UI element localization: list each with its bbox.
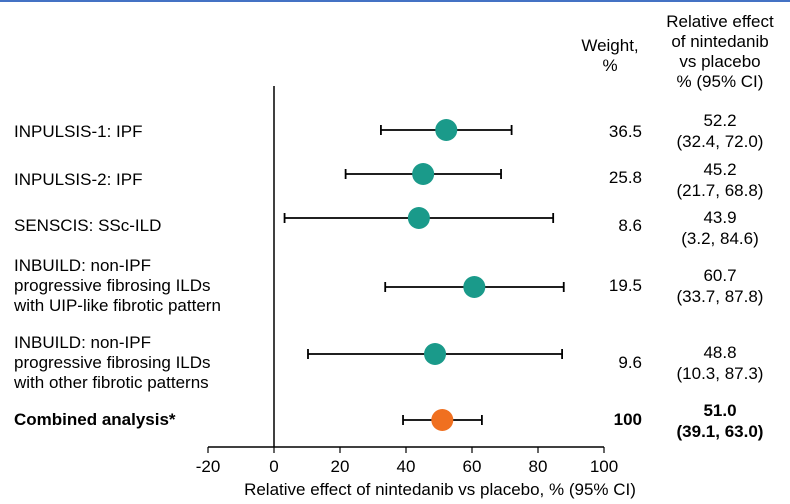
effect-combined: 51.0 (39.1, 63.0) — [676, 401, 764, 441]
x-tick-label: 20 — [331, 457, 350, 476]
effect-inpulsis-2: 45.2 (21.7, 68.8) — [676, 160, 764, 200]
combined-estimate-marker — [431, 409, 454, 431]
study-estimate-marker — [435, 119, 458, 141]
weight-column-header: Weight, % — [581, 36, 639, 75]
x-tick-label: 100 — [590, 457, 618, 476]
x-tick-label: 40 — [397, 457, 416, 476]
x-tick-label: 60 — [463, 457, 482, 476]
x-tick-label: 80 — [529, 457, 548, 476]
study-estimate-marker — [412, 163, 435, 185]
weight-inpulsis-2: 25.8 — [608, 168, 642, 187]
study-label-inbuild-uip: INBUILD: non-IPF progressive fibrosing I… — [14, 256, 221, 315]
weight-inbuild-uip: 19.5 — [608, 276, 642, 295]
top-accent-rule — [0, 0, 790, 2]
x-tick-label: -20 — [196, 457, 221, 476]
x-tick-label: 0 — [269, 457, 278, 476]
weight-senscis: 8.6 — [618, 216, 642, 235]
effect-inbuild-uip: 60.7 (33.7, 87.8) — [676, 266, 764, 306]
weight-inbuild-other: 9.6 — [618, 353, 642, 372]
study-label-inpulsis-1: INPULSIS-1: IPF — [14, 122, 143, 141]
x-axis-label: Relative effect of nintedanib vs placebo… — [244, 480, 636, 499]
study-label-inpulsis-2: INPULSIS-2: IPF — [14, 170, 143, 189]
weight-combined: 100 — [613, 410, 642, 429]
study-estimate-marker — [407, 207, 430, 229]
study-label-inbuild-other: INBUILD: non-IPF progressive fibrosing I… — [14, 333, 211, 392]
effect-inbuild-other: 48.8 (10.3, 87.3) — [676, 343, 764, 383]
weight-inpulsis-1: 36.5 — [608, 122, 642, 141]
effect-column-header: Relative effect of nintedanib vs placebo… — [666, 12, 774, 91]
study-estimate-marker — [463, 276, 486, 298]
effect-inpulsis-1: 52.2 (32.4, 72.0) — [676, 111, 764, 151]
study-label-combined: Combined analysis* — [14, 410, 176, 429]
effect-senscis: 43.9 (3.2, 84.6) — [681, 208, 759, 248]
study-estimate-marker — [424, 343, 447, 365]
study-label-senscis: SENSCIS: SSc-ILD — [14, 216, 162, 235]
